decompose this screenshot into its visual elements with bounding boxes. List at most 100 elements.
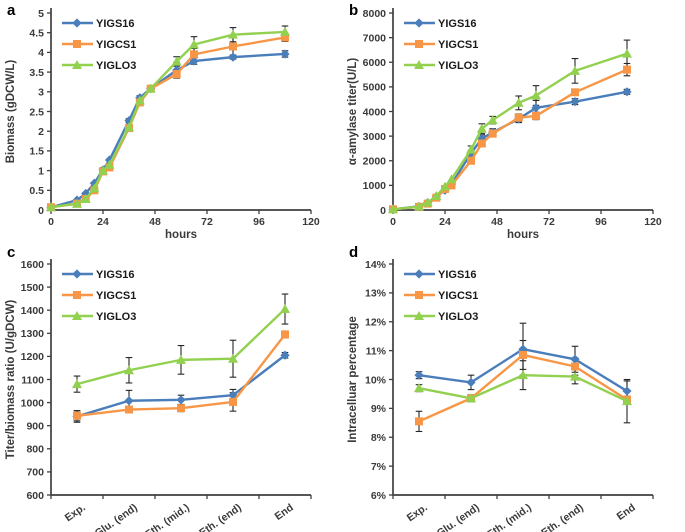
svg-text:900: 900: [26, 421, 44, 433]
axes: [50, 259, 311, 496]
svg-text:120: 120: [644, 216, 662, 228]
svg-text:96: 96: [595, 216, 607, 228]
svg-text:End: End: [273, 502, 296, 523]
error-bars-YIGLO3: [415, 360, 631, 424]
svg-text:24: 24: [439, 216, 451, 228]
svg-text:7%: 7%: [371, 461, 387, 473]
error-bars-YIGCS1: [489, 62, 631, 138]
svg-text:2: 2: [38, 126, 44, 138]
svg-text:72: 72: [543, 216, 555, 228]
svg-text:3000: 3000: [363, 131, 387, 143]
svg-text:0: 0: [38, 205, 44, 217]
svg-text:Exp.: Exp.: [405, 502, 430, 525]
svg-text:12%: 12%: [365, 317, 387, 329]
series-YIGCS1: [73, 330, 289, 420]
x-axis-ticks: 0 24 48 72 96 120: [48, 210, 320, 228]
y-axis-title: Intracelluar percentage: [347, 316, 359, 443]
svg-text:1000: 1000: [363, 180, 387, 192]
y-axis-title: α-amylase titer(U/L): [347, 58, 359, 166]
svg-text:2.5: 2.5: [29, 106, 44, 118]
svg-text:10%: 10%: [365, 374, 387, 386]
figure-bottom-row: c 600 700 800 900 1000 1100 1200 1300 1400 1500 16…: [0, 242, 685, 532]
svg-text:48: 48: [491, 216, 503, 228]
svg-text:Exp.: Exp.: [63, 502, 88, 525]
svg-text:0: 0: [390, 216, 396, 228]
legend-label-YIGLO3: YIGLO3: [96, 60, 136, 72]
svg-text:1: 1: [38, 165, 44, 177]
legend-label-YIGLO3: YIGLO3: [438, 60, 478, 72]
panel-d-letter: d: [349, 244, 359, 261]
svg-text:120: 120: [302, 216, 320, 228]
svg-text:1600: 1600: [21, 259, 45, 271]
svg-text:1000: 1000: [21, 397, 45, 409]
svg-text:5000: 5000: [363, 82, 387, 94]
svg-text:1.5: 1.5: [29, 146, 44, 158]
svg-text:Eth. (mid.): Eth. (mid.): [143, 502, 192, 532]
panel-b: b 0 1000 2000 3000 4000 5000 6000 7000 8000 0 24 48…: [342, 0, 685, 242]
legend-label-YIGCS1: YIGCS1: [438, 290, 478, 302]
svg-text:8%: 8%: [371, 432, 387, 444]
svg-text:7000: 7000: [363, 32, 387, 44]
series-YIGLO3: [414, 370, 632, 406]
svg-text:96: 96: [253, 216, 265, 228]
series-YIGS16: [388, 87, 632, 214]
svg-text:11%: 11%: [366, 345, 387, 357]
svg-text:1300: 1300: [21, 328, 45, 340]
svg-text:0.5: 0.5: [29, 185, 44, 197]
svg-text:72: 72: [201, 216, 213, 228]
y-axis-ticks: 600 700 800 900 1000 1100 1200 1300 1400 1500 1600: [21, 259, 51, 502]
x-axis-title: hours: [165, 229, 197, 241]
svg-text:1500: 1500: [21, 282, 45, 294]
svg-text:Eth. (end): Eth. (end): [197, 502, 244, 532]
y-axis-title: Biomass (gDCW/L): [5, 60, 17, 164]
svg-text:Eth. (end): Eth. (end): [539, 502, 586, 532]
series-YIGS16: [46, 49, 290, 212]
svg-text:600: 600: [26, 490, 44, 502]
legend-label-YIGCS1: YIGCS1: [96, 290, 136, 302]
series-YIGLO3: [388, 48, 632, 214]
svg-text:Glu. (end): Glu. (end): [93, 502, 140, 532]
legend-label-YIGS16: YIGS16: [438, 269, 477, 281]
svg-text:800: 800: [26, 444, 44, 456]
svg-text:0: 0: [380, 205, 386, 217]
axes: [392, 8, 653, 211]
svg-text:3: 3: [38, 87, 44, 99]
svg-text:4000: 4000: [363, 106, 387, 118]
legend: YIGS16 YIGCS1 YIGLO3: [404, 18, 478, 72]
legend-label-YIGLO3: YIGLO3: [438, 311, 478, 323]
panel-a-letter: a: [7, 2, 16, 19]
x-axis-ticks: Exp. Glu. (end) Eth. (mid.) Eth. (end) End: [392, 495, 654, 532]
intracellular-percentage-chart: 6% 7% 8% 9% 10% 11% 12% 13% 14% Exp. Glu. (end) Eth…: [347, 259, 654, 532]
axes: [50, 8, 311, 211]
svg-text:24: 24: [97, 216, 109, 228]
series-YIGS16: [414, 344, 632, 396]
panel-c-letter: c: [7, 244, 16, 261]
panel-a: a 0 0.5 1 1.5 2 2.5 3 3.5 4 4.5 5 0 24 48 72 96 120 hours…: [0, 0, 342, 242]
svg-text:End: End: [615, 502, 638, 523]
titer-biomass-ratio-chart: 600 700 800 900 1000 1100 1200 1300 1400 1500 1600…: [5, 259, 312, 532]
svg-text:0: 0: [48, 216, 54, 228]
axes: [392, 259, 653, 496]
y-axis-ticks: 6% 7% 8% 9% 10% 11% 12% 13% 14%: [365, 259, 393, 502]
y-axis-ticks: 0 1000 2000 3000 4000 5000 6000 7000 8000: [363, 8, 393, 217]
figure-top-row: a 0 0.5 1 1.5 2 2.5 3 3.5 4 4.5 5 0 24 48 72 96 120 hours…: [0, 0, 685, 242]
svg-text:6000: 6000: [363, 57, 387, 69]
svg-text:9%: 9%: [371, 403, 387, 415]
biomass-chart: 0 0.5 1 1.5 2 2.5 3 3.5 4 4.5 5 0 24 48 72 96 120 hours Bi…: [5, 8, 320, 241]
x-axis-ticks: Exp. Glu. (end) Eth. (mid.) Eth. (end) End: [50, 495, 312, 532]
panel-c: c 600 700 800 900 1000 1100 1200 1300 1400 1500 16…: [0, 242, 342, 532]
svg-text:2000: 2000: [363, 156, 387, 168]
svg-text:1200: 1200: [21, 351, 45, 363]
legend-label-YIGCS1: YIGCS1: [96, 39, 136, 51]
svg-text:5: 5: [38, 8, 44, 20]
legend-label-YIGLO3: YIGLO3: [96, 311, 136, 323]
svg-text:Glu. (end): Glu. (end): [435, 502, 482, 532]
svg-text:8000: 8000: [363, 8, 387, 20]
svg-text:1100: 1100: [21, 374, 44, 386]
svg-text:6%: 6%: [371, 490, 387, 502]
svg-text:13%: 13%: [365, 288, 387, 300]
svg-text:14%: 14%: [365, 259, 387, 271]
y-axis-title: Titer/biomass ratio (U/gDCW): [5, 300, 17, 460]
y-axis-ticks: 0 0.5 1 1.5 2 2.5 3 3.5 4 4.5 5: [29, 8, 51, 217]
